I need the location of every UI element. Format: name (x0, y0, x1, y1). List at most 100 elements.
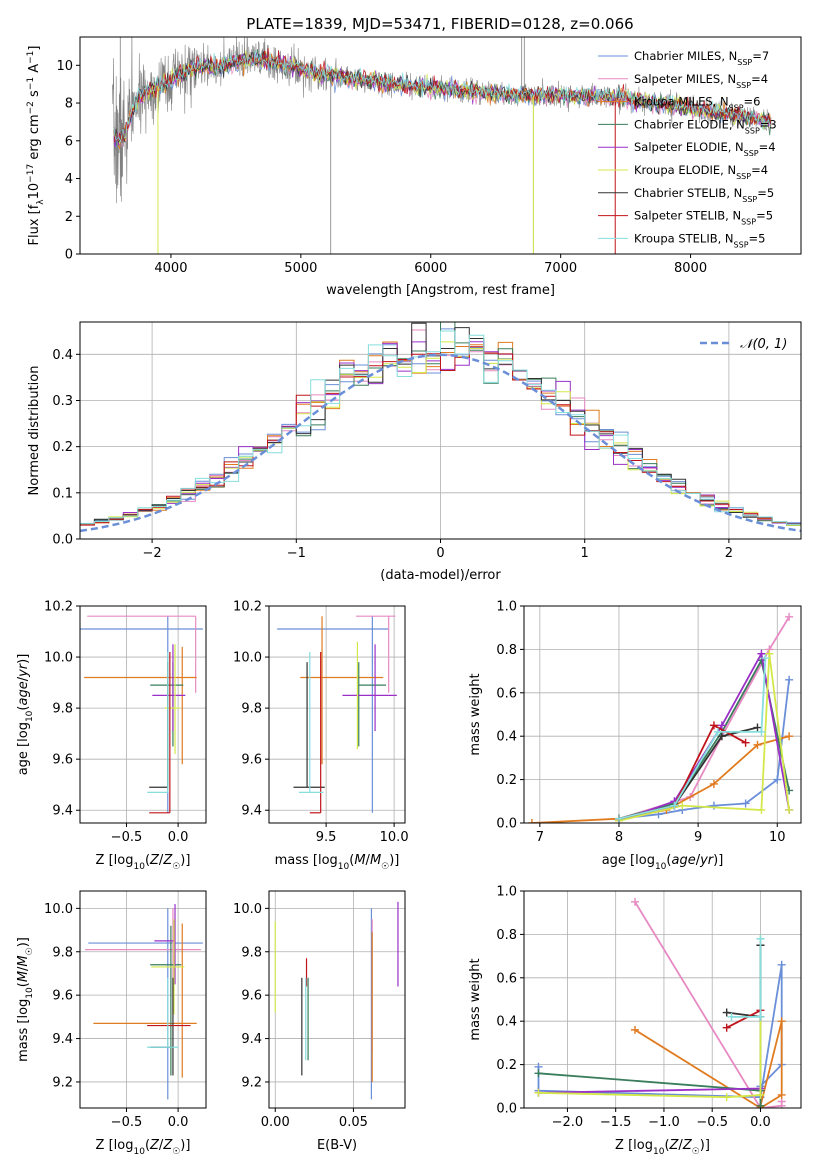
y-tick-label: 0 (65, 248, 73, 263)
spectrum-panel: 4000 5000 6000 7000 8000 0 2 4 6 8 10 wavelength [A… (26, 36, 802, 298)
legend-label: Kroupa MILES, N (634, 95, 729, 109)
label-part: )] (389, 853, 399, 868)
y-tick-label: 0.1 (52, 486, 73, 501)
y-tick-label: 10 (56, 59, 73, 74)
y-tick-label: 2 (65, 210, 73, 225)
axes-frame (79, 890, 207, 1109)
legend-nssp: =4 (751, 72, 768, 86)
axes-frame (523, 890, 802, 1109)
legend-sub: SSP (736, 80, 751, 89)
axes-frame (268, 605, 406, 824)
marker-kroupa-stelib (614, 814, 623, 823)
label-part: mass [log (16, 999, 31, 1062)
legend-nssp: =6 (744, 95, 761, 109)
legend-entry-chabrier-miles: Chabrier MILES, NSSP=7 (634, 49, 769, 67)
model-spectrum-chabrier-stelib (113, 51, 772, 143)
plot-area (277, 615, 397, 814)
y-tick-label: 10.0 (233, 902, 262, 917)
label-part: ( (145, 853, 150, 868)
normal-distribution-curve (80, 353, 801, 533)
legend-entry-kroupa-elodie: Kroupa ELODIE, NSSP=4 (634, 163, 768, 181)
label-part: ( (666, 853, 671, 868)
label-part: −1 (26, 51, 36, 64)
marker-salpeter-stelib (709, 721, 718, 730)
label-part: E(B-V) (317, 1138, 357, 1153)
y-tick-label: 9.6 (52, 989, 73, 1004)
legend-sub: SSP (729, 103, 744, 112)
x-tick-label: 9 (694, 830, 702, 845)
label-part: / (16, 676, 31, 681)
histogram-legend: 𝒩(0, 1) (700, 337, 787, 352)
label-part: s (27, 90, 42, 101)
label-part: 10 (133, 1147, 145, 1157)
x-axis-label: E(B-V) (317, 1138, 357, 1153)
label-part: ( (145, 1138, 150, 1153)
legend-entry-chabrier-elodie: Chabrier ELODIE, NSSP=3 (634, 117, 777, 135)
label-part: )] (700, 1138, 710, 1153)
marker-kroupa-stelib (670, 801, 679, 810)
marker-kroupa-elodie (765, 649, 774, 658)
marker-kroupa-stelib (756, 934, 765, 943)
axes: 0.00 0.05 9.2 9.4 9.6 9.8 10.0 E(B-V) (233, 890, 406, 1153)
y-tick-label: 0.0 (496, 817, 517, 832)
y-tick-label: 10.0 (44, 902, 73, 917)
marker-chabrier-elodie (534, 1069, 543, 1078)
label-part: Z (682, 1138, 693, 1153)
marker-kroupa-miles (709, 779, 718, 788)
y-tick-label: 0.8 (496, 643, 517, 658)
label-part: erg cm (27, 114, 42, 163)
spectrum-legend: Chabrier MILES, NSSP=7 Salpeter MILES, NS… (598, 49, 777, 249)
y-axis-label: mass [log10(M/M☉)] (16, 937, 35, 1062)
y-tick-label: 9.4 (52, 804, 73, 819)
y-tick-label: 9.6 (241, 989, 262, 1004)
plot-area (80, 322, 801, 533)
marker-kroupa-stelib (757, 727, 766, 736)
marker-salpeter-miles (785, 612, 794, 621)
x-tick-label: 2 (725, 546, 733, 561)
axes-frame (79, 36, 802, 255)
x-tick-label: −0.5 (696, 1115, 728, 1130)
label-part: age [log (602, 853, 655, 868)
label-part: / (678, 1138, 683, 1153)
marker-kroupa-elodie (534, 1088, 543, 1097)
legend-entry-salpeter-miles: Salpeter MILES, NSSP=4 (634, 72, 768, 90)
marker-kroupa-miles (777, 1090, 786, 1099)
x-tick-label: 0.05 (339, 1115, 368, 1130)
axes: 4000 5000 6000 7000 8000 0 2 4 6 8 10 wavelength [A… (26, 36, 802, 298)
y-tick-label: 0.4 (496, 1015, 517, 1030)
marker-kroupa-stelib (756, 1012, 765, 1021)
x-tick-label: 9.5 (316, 830, 337, 845)
label-part: / (696, 853, 701, 868)
axes-frame (268, 890, 406, 1109)
x-axis-label: age [log10(age/yr)] (602, 853, 724, 872)
y-tick-label: 9.6 (241, 753, 262, 768)
marker-chabrier-miles (741, 799, 750, 808)
label-part: age (16, 681, 31, 705)
x-tick-label: 10.0 (380, 830, 409, 845)
label-part: 10 (25, 710, 35, 722)
y-tick-label: 9.6 (52, 753, 73, 768)
mass-vs-metallicity-panel: −0.5 0.09.29.49.69.810.0Z [log10(Z/Z☉)]ma… (16, 890, 207, 1157)
x-tick-label: 7000 (544, 261, 577, 276)
y-tick-label: 9.8 (52, 945, 73, 960)
marker-chabrier-miles (777, 960, 786, 969)
y-tick-label: 1.0 (496, 600, 517, 615)
marker-kroupa-stelib (713, 727, 722, 736)
axes: −2 −1 0 1 2 0.0 0.1 0.2 0.3 0.4 (data-model)/error… (27, 321, 802, 583)
legend-entry-salpeter-elodie: Salpeter ELODIE, NSSP=4 (634, 140, 776, 158)
marker-salpeter-elodie (757, 649, 766, 658)
residual-histogram-panel: −2 −1 0 1 2 0.0 0.1 0.2 0.3 0.4 (data-model)/error… (27, 321, 802, 583)
marker-kroupa-elodie (756, 1090, 765, 1099)
label-part: ☉ (381, 862, 389, 872)
marker-kroupa-stelib (761, 654, 770, 663)
label-part: yr (699, 853, 715, 868)
x-tick-label: 8 (615, 830, 623, 845)
label-part: )] (713, 853, 723, 868)
label-part: M (370, 853, 381, 868)
label-part: 10 (338, 862, 350, 872)
label-part: −1 (26, 77, 36, 90)
y-tick-label: 1.0 (496, 885, 517, 900)
marker-kroupa-elodie (757, 805, 766, 814)
marker-salpeter-miles (630, 897, 639, 906)
y-tick-label: 9.8 (52, 702, 73, 717)
